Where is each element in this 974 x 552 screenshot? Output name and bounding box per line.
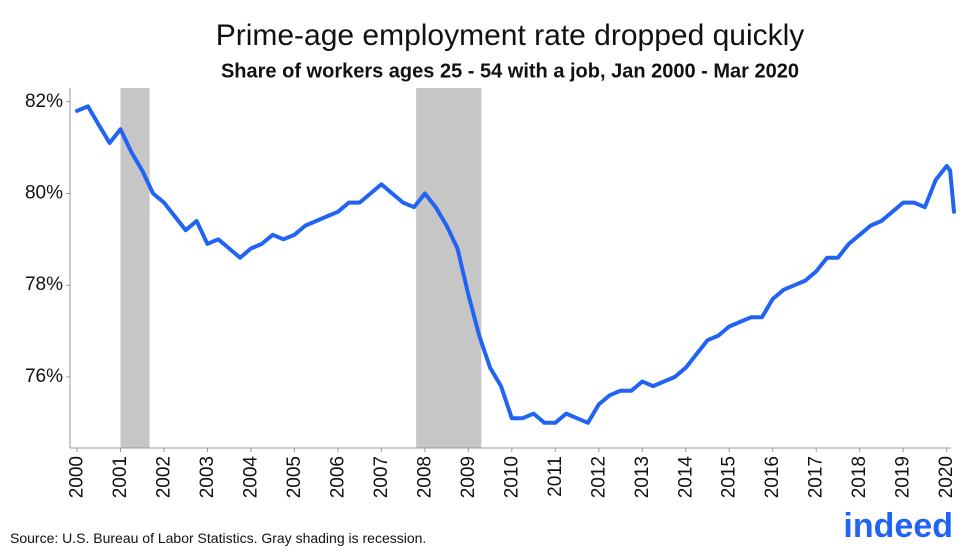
x-tick-label: 2005 — [284, 456, 305, 498]
x-tick-label: 2014 — [675, 456, 696, 499]
x-tick-label: 2001 — [110, 456, 131, 498]
y-tick-label: 76% — [25, 366, 63, 387]
line — [75, 104, 956, 425]
x-tick-label: 2017 — [806, 456, 827, 498]
source-text: U.S. Bureau of Labor Statistics. Gray sh… — [62, 530, 426, 546]
x-tick-label: 2006 — [327, 456, 348, 498]
x-tick-label: 2004 — [240, 456, 261, 499]
x-tick-label: 2009 — [458, 456, 479, 498]
x-tick-label: 2019 — [893, 456, 914, 498]
x-tick-label: 2000 — [67, 456, 88, 498]
y-tick-label: 80% — [25, 182, 63, 203]
x-tick-label: 2002 — [153, 456, 174, 498]
x-tick-label: 2012 — [588, 456, 609, 498]
x-tick-label: 2011 — [545, 456, 566, 497]
x-tick-label: 2013 — [632, 456, 653, 498]
x-tick-label: 2020 — [936, 456, 957, 498]
recession-band — [120, 88, 150, 448]
x-tick-label: 2007 — [371, 456, 392, 498]
x-tick-label: 2016 — [762, 456, 783, 498]
x-tick-label: 2008 — [414, 456, 435, 498]
x-tick-label: 2018 — [849, 456, 870, 498]
x-tick-label: 2010 — [501, 456, 522, 498]
x-tick-label: 2015 — [719, 456, 740, 498]
recession-band — [416, 88, 482, 448]
y-tick-label: 82% — [25, 91, 63, 112]
x-tick-label: 2003 — [197, 456, 218, 498]
chart-title: Prime-age employment rate dropped quickl… — [216, 19, 805, 52]
source: Source: U.S. Bureau of Labor Statistics.… — [10, 530, 426, 546]
chart-subtitle: Share of workers ages 25 - 54 with a job… — [221, 60, 799, 82]
y-tick-label: 78% — [25, 274, 63, 295]
source-label: Source: — [10, 530, 58, 546]
logo: indeed — [843, 507, 953, 545]
